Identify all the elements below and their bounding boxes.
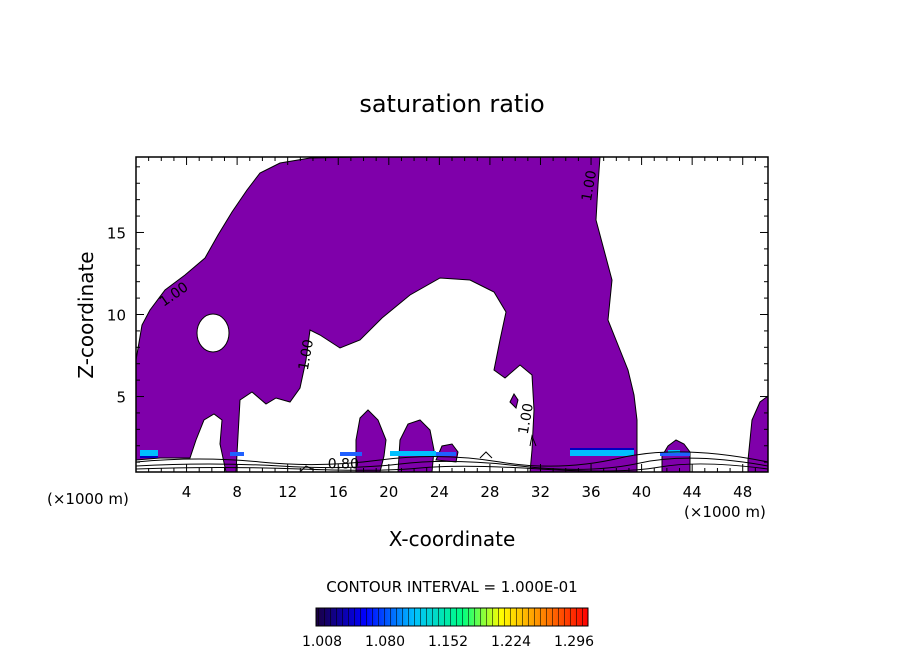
y-tick-label: 5: [116, 389, 126, 407]
chart-title: saturation ratio: [359, 90, 544, 118]
x-tick-label: 20: [379, 483, 398, 501]
unsaturated-holes: [136, 277, 535, 472]
x-axis-label: X-coordinate: [389, 527, 516, 551]
contour-label: 1.00: [579, 169, 600, 202]
x-tick-label: 32: [531, 483, 550, 501]
x-tick-label: 4: [182, 483, 192, 501]
x-unit-right: (×1000 m): [684, 503, 766, 521]
saturated-region-right: [747, 395, 768, 472]
contour-label: 0.80: [328, 457, 359, 473]
colorbar-tick-label: 1.008: [302, 634, 342, 650]
x-tick-label: 48: [733, 483, 752, 501]
x-tick-label: 16: [329, 483, 348, 501]
contour-label: 1.00: [516, 402, 537, 435]
colorbar-tick-label: 1.296: [554, 634, 594, 650]
contour-interval: CONTOUR INTERVAL = 1.000E-01: [326, 578, 577, 596]
y-axis: 5 10 15: [107, 166, 768, 463]
colorbar-tick-label: 1.080: [365, 634, 405, 650]
y-axis-label: Z-coordinate: [74, 251, 98, 378]
x-tick-label: 40: [632, 483, 651, 501]
x-tick-label: 24: [430, 483, 449, 501]
colorbar-tick-label: 1.224: [491, 634, 531, 650]
colorbar: [315, 607, 589, 627]
contour-label: 1.00: [296, 338, 317, 371]
x-axis: 4 8 12 16 20 24 28 32 36 40 44 48: [148, 157, 756, 501]
x-tick-label: 36: [581, 483, 600, 501]
x-tick-label: 28: [480, 483, 499, 501]
plot-area: 1.001.001.001.000.80: [136, 157, 768, 473]
colorbar-labels: 1.008 1.080 1.152 1.224 1.296: [302, 634, 594, 650]
x-tick-label: 12: [278, 483, 297, 501]
surface-contours: [136, 434, 768, 472]
x-unit-left: (×1000 m): [47, 490, 129, 508]
x-tick-label: 8: [232, 483, 242, 501]
colorbar-tick-label: 1.152: [428, 634, 468, 650]
y-tick-label: 15: [107, 224, 126, 242]
x-tick-label: 44: [683, 483, 702, 501]
y-tick-label: 10: [107, 307, 126, 325]
